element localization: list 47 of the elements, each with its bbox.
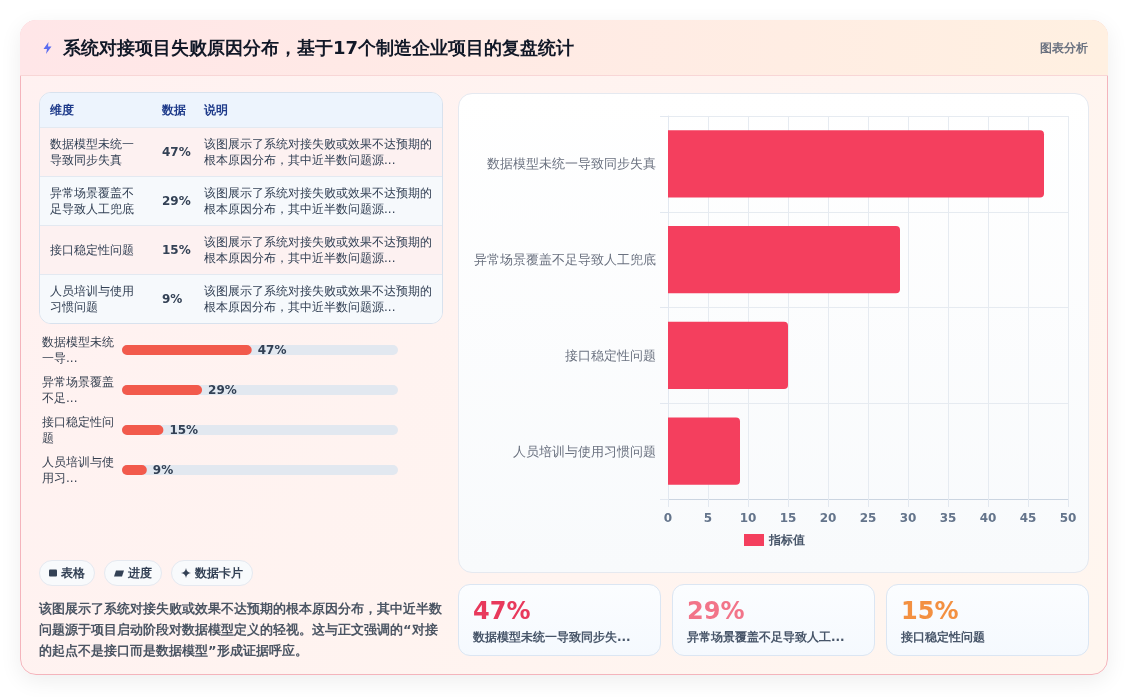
- y-tick-label: 异常场景覆盖不足导致人工兜底: [474, 252, 656, 268]
- text: 29%: [162, 194, 191, 208]
- x-tick-label: 25: [859, 511, 877, 525]
- y-tick-label: 接口稳定性问题: [565, 347, 656, 363]
- text: 系统对接项目失败原因分布，基于17个制造企业项目的复盘统计: [63, 36, 575, 60]
- text: 15%: [162, 243, 191, 257]
- x-tick-label: 0: [663, 511, 673, 525]
- text: 该图展示了系统对接失败或效果不达预期的根本原因分布，其中近半数问题源于项目启动阶段对数据模型定义的轻视。这与正文强调的“对接的起点不是接口而是数据模型”形成证据呼应。: [39, 600, 443, 660]
- category-label: 异常场景覆盖不足导致人工...: [687, 629, 845, 645]
- data-label: 29%: [208, 383, 237, 397]
- text: 维度: [50, 102, 74, 118]
- text: 15%: [901, 597, 959, 625]
- x-tick-label: 40: [979, 511, 997, 525]
- text: 表格: [61, 564, 85, 582]
- category-label: 数据模型未统一导致同步失...: [473, 629, 631, 645]
- text: 进度: [128, 564, 152, 582]
- x-tick-label: 5: [703, 511, 713, 525]
- y-tick-label: 人员培训与使用习...: [42, 455, 114, 485]
- y-tick-label: 异常场景覆盖不足...: [42, 375, 114, 405]
- text: 47%: [162, 145, 191, 159]
- y-tick-label: 人员培训与使用习惯问题: [513, 443, 656, 459]
- data-label: 9%: [152, 463, 174, 477]
- text: 说明: [204, 102, 228, 118]
- text: 该图展示了系统对接失败或效果不达预期的根本原因分布，其中近半数问题源...: [204, 283, 433, 315]
- x-tick-label: 30: [899, 511, 917, 525]
- text: 该图展示了系统对接失败或效果不达预期的根本原因分布，其中近半数问题源...: [204, 234, 433, 266]
- legend-label: 指标值: [768, 533, 805, 547]
- text: 29%: [687, 597, 745, 625]
- text: 47%: [473, 597, 531, 625]
- x-tick-label: 45: [1019, 511, 1037, 525]
- text: 该图展示了系统对接失败或效果不达预期的根本原因分布，其中近半数问题源...: [204, 136, 433, 168]
- data-label: 47%: [257, 343, 287, 357]
- y-tick-label: 接口稳定性问题: [42, 415, 114, 445]
- data-label: 15%: [169, 423, 199, 437]
- x-tick-label: 15: [779, 511, 797, 525]
- x-tick-label: 35: [939, 511, 957, 525]
- category-label: 接口稳定性问题: [901, 629, 985, 645]
- y-tick-label: 数据模型未统一导...: [42, 335, 114, 365]
- text: 数据卡片: [195, 564, 243, 582]
- x-tick-label: 50: [1059, 511, 1077, 525]
- text: 数据: [162, 102, 186, 118]
- y-tick-label: 数据模型未统一导致同步失真: [487, 156, 656, 172]
- x-tick-label: 10: [739, 511, 757, 525]
- text: 9%: [162, 292, 183, 306]
- text: 该图展示了系统对接失败或效果不达预期的根本原因分布，其中近半数问题源...: [204, 185, 433, 217]
- text: 图表分析: [1040, 40, 1088, 56]
- x-tick-label: 20: [819, 511, 837, 525]
